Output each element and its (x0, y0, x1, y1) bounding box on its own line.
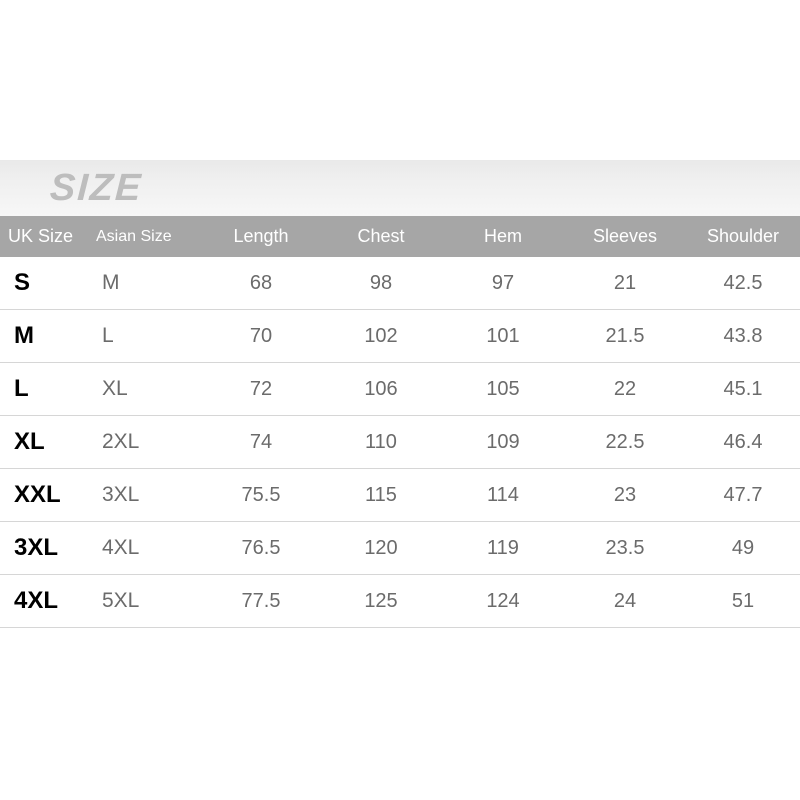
col-chest: Chest (320, 216, 442, 257)
table-cell: 98 (320, 257, 442, 310)
table-cell: 77.5 (202, 575, 320, 628)
table-cell: 109 (442, 416, 564, 469)
table-cell: 110 (320, 416, 442, 469)
table-cell: 5XL (84, 575, 202, 628)
table-cell: 3XL (84, 469, 202, 522)
size-chart: SIZE UK Size Asian Size Length Chest Hem… (0, 160, 800, 628)
table-cell: 22 (564, 363, 686, 416)
table-cell: 23 (564, 469, 686, 522)
table-cell: 106 (320, 363, 442, 416)
table-cell: 2XL (84, 416, 202, 469)
col-length: Length (202, 216, 320, 257)
table-cell: 120 (320, 522, 442, 575)
table-cell: 97 (442, 257, 564, 310)
chart-title: SIZE (49, 167, 144, 210)
table-row: SM6898972142.5 (0, 257, 800, 310)
table-cell: 115 (320, 469, 442, 522)
table-cell: 105 (442, 363, 564, 416)
table-row: XXL3XL75.51151142347.7 (0, 469, 800, 522)
col-asian-size: Asian Size (84, 216, 202, 257)
table-cell: 43.8 (686, 310, 800, 363)
table-cell: 124 (442, 575, 564, 628)
table-row: 4XL5XL77.51251242451 (0, 575, 800, 628)
table-cell: 22.5 (564, 416, 686, 469)
col-sleeves: Sleeves (564, 216, 686, 257)
col-uk-size: UK Size (0, 216, 84, 257)
table-cell: 51 (686, 575, 800, 628)
table-cell: XL (0, 416, 84, 469)
table-cell: S (0, 257, 84, 310)
table-row: 3XL4XL76.512011923.549 (0, 522, 800, 575)
table-cell: L (0, 363, 84, 416)
table-cell: 45.1 (686, 363, 800, 416)
table-cell: 4XL (84, 522, 202, 575)
table-header-row: UK Size Asian Size Length Chest Hem Slee… (0, 216, 800, 257)
table-cell: 76.5 (202, 522, 320, 575)
size-table: UK Size Asian Size Length Chest Hem Slee… (0, 216, 800, 628)
table-cell: 49 (686, 522, 800, 575)
table-cell: 72 (202, 363, 320, 416)
table-cell: L (84, 310, 202, 363)
table-cell: 102 (320, 310, 442, 363)
col-hem: Hem (442, 216, 564, 257)
title-bar: SIZE (0, 160, 800, 216)
table-cell: 21 (564, 257, 686, 310)
table-cell: 125 (320, 575, 442, 628)
table-cell: 3XL (0, 522, 84, 575)
table-cell: M (0, 310, 84, 363)
table-cell: 42.5 (686, 257, 800, 310)
table-cell: 114 (442, 469, 564, 522)
table-cell: 74 (202, 416, 320, 469)
table-cell: 70 (202, 310, 320, 363)
table-cell: 21.5 (564, 310, 686, 363)
table-cell: M (84, 257, 202, 310)
table-cell: 68 (202, 257, 320, 310)
table-cell: 101 (442, 310, 564, 363)
table-row: ML7010210121.543.8 (0, 310, 800, 363)
table-row: XL2XL7411010922.546.4 (0, 416, 800, 469)
table-cell: 119 (442, 522, 564, 575)
table-cell: 46.4 (686, 416, 800, 469)
table-cell: 24 (564, 575, 686, 628)
table-cell: 47.7 (686, 469, 800, 522)
table-cell: 75.5 (202, 469, 320, 522)
table-cell: XXL (0, 469, 84, 522)
col-shoulder: Shoulder (686, 216, 800, 257)
table-cell: XL (84, 363, 202, 416)
table-row: LXL721061052245.1 (0, 363, 800, 416)
table-cell: 4XL (0, 575, 84, 628)
table-cell: 23.5 (564, 522, 686, 575)
